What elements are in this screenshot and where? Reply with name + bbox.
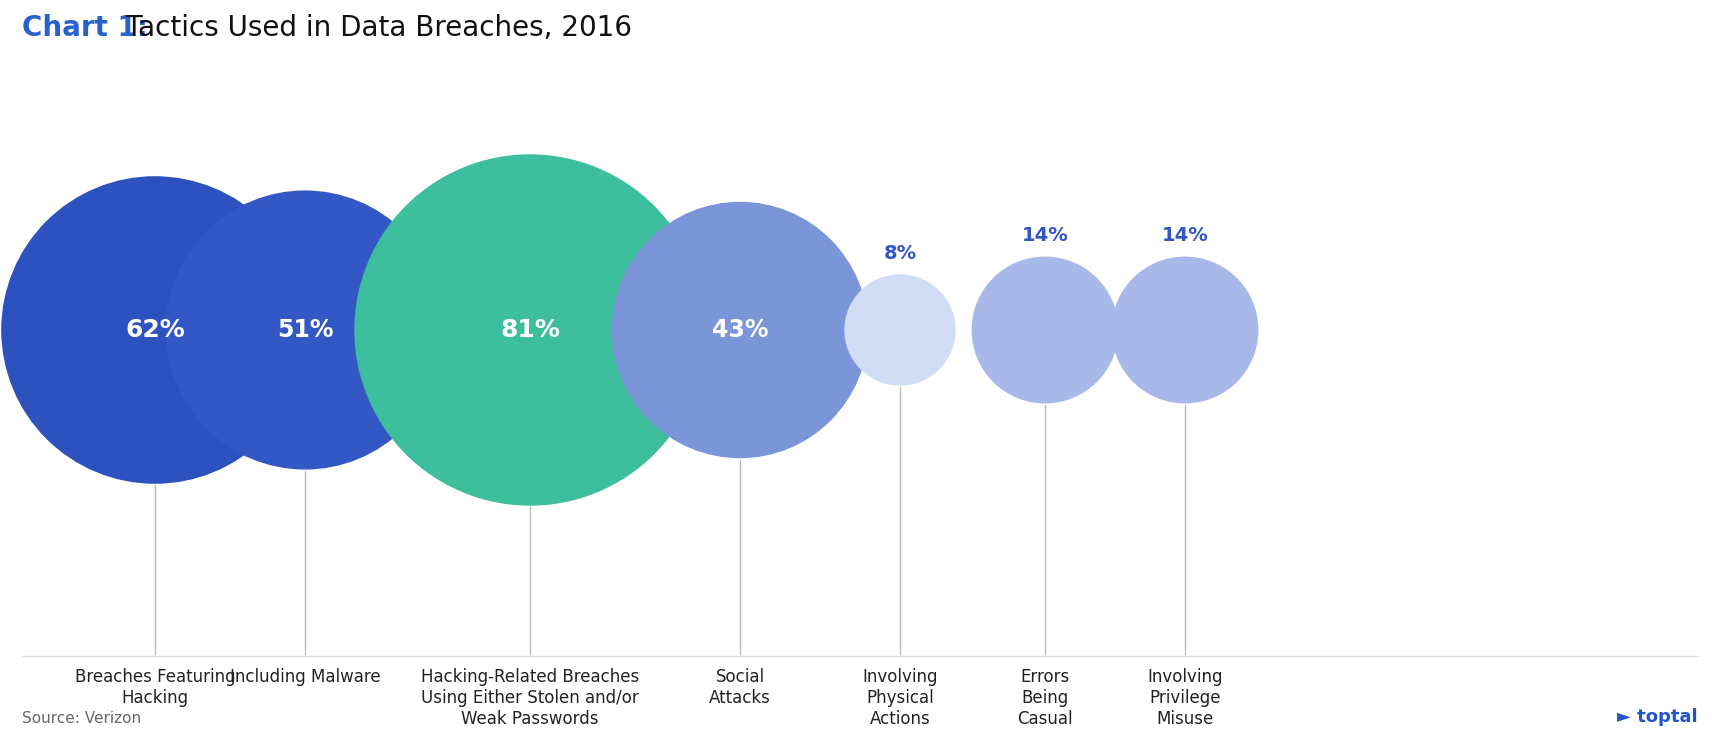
Circle shape bbox=[354, 155, 705, 505]
Text: Including Malware: Including Malware bbox=[230, 668, 380, 686]
Circle shape bbox=[972, 257, 1118, 402]
Text: ► toptal: ► toptal bbox=[1617, 708, 1698, 726]
Text: Errors
Being
Casual: Errors Being Casual bbox=[1017, 668, 1073, 728]
Text: Source: Verizon: Source: Verizon bbox=[22, 711, 141, 726]
Circle shape bbox=[612, 203, 867, 458]
Text: Social
Attacks: Social Attacks bbox=[709, 668, 771, 707]
Text: 43%: 43% bbox=[712, 318, 769, 342]
Text: 51%: 51% bbox=[277, 318, 334, 342]
Text: 14%: 14% bbox=[1161, 226, 1209, 245]
Text: Tactics Used in Data Breaches, 2016: Tactics Used in Data Breaches, 2016 bbox=[117, 14, 631, 42]
Text: Chart 1:: Chart 1: bbox=[22, 14, 148, 42]
Text: Hacking-Related Breaches
Using Either Stolen and/or
Weak Passwords: Hacking-Related Breaches Using Either St… bbox=[421, 668, 640, 728]
Circle shape bbox=[845, 275, 955, 385]
Text: 62%: 62% bbox=[126, 318, 184, 342]
Text: Breaches Featuring
Hacking: Breaches Featuring Hacking bbox=[74, 668, 236, 707]
Text: 14%: 14% bbox=[1022, 226, 1068, 245]
Text: 81%: 81% bbox=[501, 318, 561, 342]
Circle shape bbox=[167, 191, 444, 469]
Text: Involving
Physical
Actions: Involving Physical Actions bbox=[862, 668, 937, 728]
Circle shape bbox=[1113, 257, 1257, 402]
Text: Involving
Privilege
Misuse: Involving Privilege Misuse bbox=[1147, 668, 1223, 728]
Text: 8%: 8% bbox=[884, 244, 917, 263]
Circle shape bbox=[2, 177, 308, 483]
